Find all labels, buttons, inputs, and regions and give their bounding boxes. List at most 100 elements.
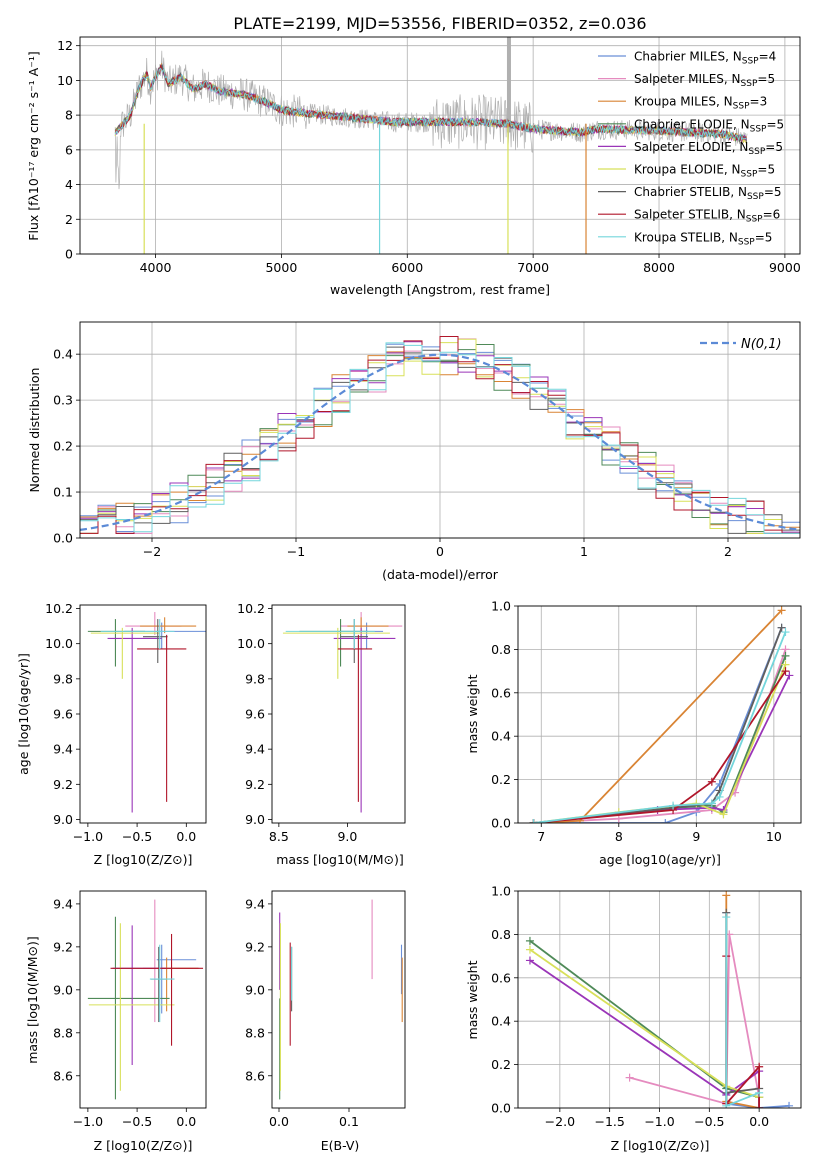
legend-subscript: SSP [742, 57, 759, 67]
x-tick-label: 8000 [643, 260, 675, 275]
plot-area [529, 606, 794, 823]
y-tick-label: 9.6 [53, 707, 73, 722]
y-tick-label: 0.0 [53, 531, 73, 546]
weight-marker [525, 936, 534, 945]
x-tick-label: −1 [287, 544, 305, 559]
y-tick-label: 9.8 [245, 671, 265, 686]
y-tick-label: 1.0 [491, 884, 511, 899]
x-tick-label: −1.5 [594, 1114, 624, 1129]
y-tick-label: 10.0 [237, 636, 265, 651]
weight-marker [625, 1073, 634, 1082]
weight-line [529, 940, 760, 1108]
y-tick-label: 9.2 [245, 939, 265, 954]
weight-marker [785, 1101, 794, 1108]
legend-count: =5 [764, 185, 782, 199]
y-tick-label: 9.4 [53, 742, 73, 757]
legend-text: Chabrier STELIB, N [634, 185, 747, 199]
x-tick-label: 0.0 [176, 1114, 196, 1129]
axes-frame [79, 36, 801, 255]
y-tick-label: 0.2 [491, 1057, 511, 1072]
panel-age-vs-Z: −1.0 −0.5 0.0 9.0 9.2 9.4 9.6 9.8 10.0 10.2 Z [log… [16, 601, 207, 867]
x-tick-label: 6000 [391, 260, 423, 275]
weight-marker [719, 810, 728, 819]
panel-spectrum: 4000 5000 6000 7000 8000 9000 0 2 4 6 8 10 12 wavelen… [26, 36, 801, 297]
y-tick-label: 10 [57, 73, 73, 88]
y-tick-label: 0.4 [53, 347, 73, 362]
y-tick-label: 9.2 [245, 777, 265, 792]
weight-marker [777, 623, 786, 632]
plot-area [279, 899, 403, 1100]
y-tick-label: 9.2 [53, 939, 73, 954]
weight-line [533, 627, 783, 823]
weight-line [725, 956, 760, 1108]
axes-frame [271, 604, 406, 824]
y-tick-label: 0.2 [53, 439, 73, 454]
legend-count: =5 [766, 117, 784, 131]
weight-line [725, 912, 790, 1108]
y-tick-label: 8 [65, 108, 73, 123]
y-tick-label: 0.4 [491, 1014, 511, 1029]
y-tick-label: 0.8 [491, 927, 511, 942]
x-tick-label: 2 [724, 544, 732, 559]
x-tick-label: 7 [537, 829, 545, 844]
weight-marker [722, 913, 731, 922]
x-tick-label: −0.5 [122, 1114, 152, 1129]
x-axis-label: wavelength [Angstrom, rest frame] [330, 282, 550, 297]
axes-frame [517, 605, 802, 824]
legend-count: =5 [757, 163, 775, 177]
weight-line [533, 655, 787, 823]
y-tick-label: 0.2 [491, 772, 511, 787]
y-tick-label: 0.3 [53, 393, 73, 408]
y-tick-label: 0.0 [491, 1101, 511, 1116]
panel-age-vs-mass: 8.5 9.0 9.0 9.2 9.4 9.6 9.8 10.0 10.2 mass [log10… [237, 601, 406, 867]
model-spectrum-line [114, 67, 747, 142]
weight-marker [722, 891, 731, 900]
legend-subscript: SSP [741, 79, 758, 89]
y-tick-label: 8.6 [53, 1068, 73, 1083]
y-tick-label: 8.6 [245, 1068, 265, 1083]
plot-area [87, 612, 206, 813]
weight-marker [755, 1062, 764, 1071]
weight-line [533, 664, 787, 823]
y-tick-label: 0.6 [491, 685, 511, 700]
y-tick-label: 0.4 [491, 729, 511, 744]
y-tick-label: 6 [65, 142, 73, 157]
y-axis-label: age [log10(age/yr)] [16, 653, 31, 775]
legend-entry: Chabrier MILES, NSSP=4 [634, 50, 776, 67]
legend: Chabrier MILES, NSSP=4 Salpeter MILES, NS… [598, 50, 784, 247]
weight-line [529, 948, 760, 1099]
y-tick-label: 0.6 [491, 970, 511, 985]
normal-curve [80, 353, 800, 531]
x-tick-label: −2 [143, 544, 161, 559]
panel-mass-vs-EBV: 0.0 0.1 8.6 8.8 9.0 9.2 9.4 E(B-V) [245, 890, 406, 1153]
weight-marker [755, 1104, 764, 1108]
weight-marker [715, 792, 724, 801]
weight-marker [785, 671, 794, 680]
weight-marker [669, 801, 678, 810]
axes-frame [79, 604, 207, 824]
x-tick-label: 0.0 [176, 829, 196, 844]
legend-entry: Salpeter MILES, NSSP=5 [634, 72, 775, 89]
plot-area [525, 891, 794, 1108]
panel-residual-histogram: −2 −1 0 1 2 0.0 0.1 0.2 0.3 0.4 (data-model)/error… [27, 321, 801, 582]
x-tick-label: −1.0 [73, 829, 103, 844]
x-tick-label: 9000 [769, 260, 801, 275]
x-tick-label: −0.5 [694, 1114, 724, 1129]
x-tick-label: 0.0 [749, 1114, 769, 1129]
legend-count: =5 [757, 72, 775, 86]
legend-text: Kroupa ELODIE, N [634, 163, 741, 177]
y-tick-label: 10.2 [45, 601, 73, 616]
x-tick-label: 10 [766, 829, 782, 844]
weight-marker [525, 956, 534, 965]
y-tick-label: 9.0 [245, 982, 265, 997]
x-axis-label: Z [log10(Z/Z⊙)] [611, 1138, 710, 1153]
weight-marker [525, 945, 534, 954]
legend-entry: Kroupa ELODIE, NSSP=5 [634, 163, 775, 180]
residual-histogram-steps [80, 342, 800, 534]
plot-area [87, 899, 204, 1100]
y-tick-label: 0.1 [53, 485, 73, 500]
spectrum-spike [506, 37, 511, 133]
weight-marker [777, 606, 786, 615]
x-tick-label: 8.5 [269, 829, 289, 844]
panel-mass-weight-vs-Z: −2.0 −1.5 −1.0 −0.5 0.0 0.0 0.2 0.4 0.6 0.8 1.0 Z [… [465, 884, 802, 1153]
